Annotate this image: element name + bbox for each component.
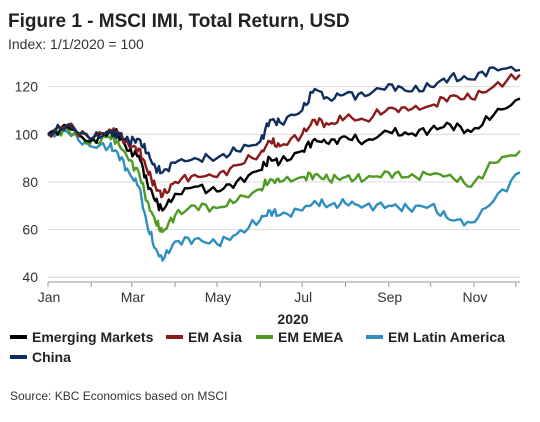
- legend-label: Emerging Markets: [32, 329, 154, 345]
- chart-subtitle: Index: 1/1/2020 = 100: [8, 36, 144, 52]
- x-tick-label: May: [205, 289, 231, 305]
- series-line-em-latin-america: [47, 129, 521, 262]
- x-tick-label: Jul: [294, 289, 312, 305]
- y-tick-label: 60: [22, 222, 38, 238]
- x-axis-label: 2020: [277, 311, 308, 327]
- source-note: Source: KBC Economics based on MSCI: [10, 389, 227, 403]
- series-line-em-emea: [47, 125, 521, 234]
- x-tick-label: Nov: [462, 289, 487, 305]
- legend-swatch: [166, 335, 183, 339]
- legend-label: China: [32, 349, 71, 365]
- x-tick-label: Sep: [377, 289, 402, 305]
- legend-swatch: [366, 335, 383, 339]
- series-line-em-asia: [47, 73, 521, 199]
- series-lines: [47, 65, 521, 262]
- axes: 40 60 80 100 120 Jan Mar May Jul Sep Nov: [15, 79, 520, 305]
- series-line-china: [47, 65, 521, 175]
- y-tick-label: 120: [15, 79, 39, 95]
- x-tick-label: Mar: [121, 289, 145, 305]
- chart-title: Figure 1 - MSCI IMI, Total Return, USD: [8, 11, 350, 32]
- legend-label: EM Latin America: [388, 329, 505, 345]
- legend-swatch: [10, 355, 27, 359]
- legend-label: EM Asia: [188, 329, 242, 345]
- legend-swatch: [256, 335, 273, 339]
- y-tick-label: 40: [22, 269, 38, 285]
- y-tick-label: 80: [22, 174, 38, 190]
- y-tick-label: 100: [15, 126, 39, 142]
- legend-label: EM EMEA: [278, 329, 343, 345]
- x-tick-label: Jan: [38, 289, 61, 305]
- legend: Emerging Markets EM Asia EM EMEA EM Latin A…: [10, 329, 505, 365]
- series-line-emerging-markets: [47, 97, 521, 212]
- grid: [48, 86, 520, 278]
- legend-swatch: [10, 335, 27, 339]
